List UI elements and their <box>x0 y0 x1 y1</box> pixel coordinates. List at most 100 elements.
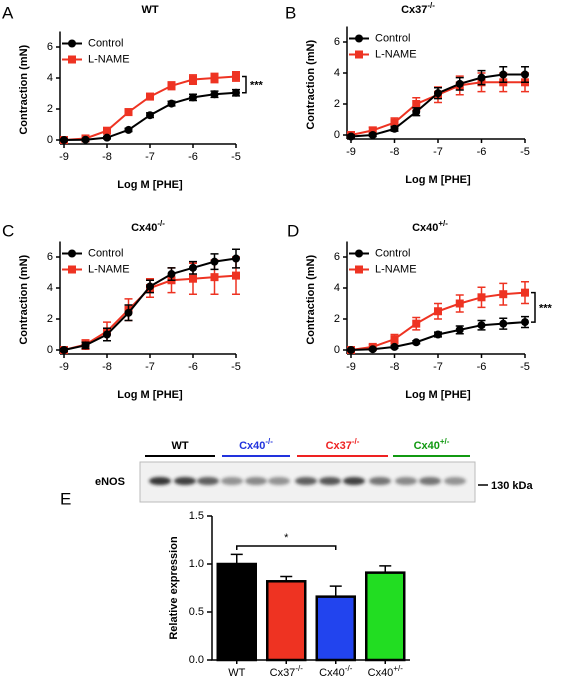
x-tick-label-part: WT <box>228 667 245 679</box>
point <box>521 70 529 79</box>
point <box>81 341 90 350</box>
significance-label: * <box>284 532 289 544</box>
significance-bracket <box>236 545 337 550</box>
blot-group-label-part: -/- <box>265 437 273 446</box>
x-tick-label-part: Cx40 <box>319 667 345 679</box>
x-tick-label: -7 <box>145 361 155 373</box>
chart-title: WT <box>141 4 158 16</box>
point <box>232 88 240 97</box>
point <box>390 118 399 127</box>
point <box>146 111 154 120</box>
x-tick-label: -6 <box>477 146 487 158</box>
point <box>455 79 464 88</box>
legend-marker <box>68 249 76 258</box>
y-axis-label: Contraction (mN) <box>18 45 30 135</box>
blot-band <box>444 477 466 485</box>
y-tick-label: 6 <box>47 251 53 263</box>
legend-label: L-NAME <box>88 53 130 65</box>
point <box>167 99 176 108</box>
point <box>103 330 111 339</box>
panel-letter: D <box>287 221 299 240</box>
chart-title-part: Cx40 <box>412 222 438 234</box>
y-tick-label: 6 <box>47 41 53 53</box>
blot-band <box>245 477 267 485</box>
chart-title-part: -/- <box>427 1 435 10</box>
point <box>167 270 176 279</box>
point <box>521 288 529 297</box>
point <box>347 346 355 354</box>
x-tick-label: -6 <box>188 361 198 373</box>
blot-band <box>174 477 196 485</box>
y-tick-label: 4 <box>47 72 53 84</box>
point <box>434 330 442 339</box>
point <box>390 124 399 133</box>
chart-title-part: +/- <box>438 219 448 228</box>
point <box>210 90 219 99</box>
x-tick-label: -8 <box>390 146 400 158</box>
blot-group-label: Cx40+/- <box>414 437 450 452</box>
x-tick-label-part: Cx37 <box>270 667 296 679</box>
y-tick-label: 0 <box>47 344 53 356</box>
point <box>499 290 508 299</box>
significance-bracket <box>242 75 247 94</box>
point <box>210 273 219 282</box>
x-tick-label-part: +/- <box>393 664 403 673</box>
point <box>210 257 219 266</box>
point <box>146 92 154 101</box>
significance-label: *** <box>250 79 264 91</box>
blot-group-label: Cx40-/- <box>239 437 273 452</box>
point <box>232 254 240 263</box>
point <box>81 135 90 144</box>
point <box>521 318 529 327</box>
blot-band <box>369 477 391 485</box>
blot-band <box>419 477 441 485</box>
y-tick-label: 2 <box>47 103 53 115</box>
y-tick-label: 4 <box>334 67 340 79</box>
point <box>60 346 68 354</box>
x-tick-label: -7 <box>433 361 443 373</box>
point <box>412 100 421 108</box>
series-line <box>350 73 525 138</box>
legend-marker <box>68 55 76 64</box>
point <box>412 319 421 328</box>
chart-title: Cx40+/- <box>412 219 448 234</box>
legend-label: Control <box>375 32 410 44</box>
point <box>189 263 197 272</box>
x-tick-label: Cx40-/- <box>319 664 353 679</box>
panel-letter: B <box>285 3 296 22</box>
legend-marker <box>355 265 363 274</box>
y-tick-label: 1.5 <box>189 510 204 522</box>
point <box>368 126 377 135</box>
blot-band <box>343 477 365 485</box>
y-tick-label: 2 <box>47 313 53 325</box>
y-tick-label: 6 <box>334 36 340 48</box>
blot-group-label-part: -/- <box>352 437 360 446</box>
blot-band <box>197 477 219 485</box>
point <box>477 321 486 330</box>
point <box>390 342 399 351</box>
y-axis-label: Relative expression <box>168 536 180 640</box>
point <box>189 75 197 84</box>
y-tick-label: 2 <box>334 313 340 325</box>
error-bar <box>230 553 243 564</box>
x-tick-label: -5 <box>231 361 241 373</box>
blot-band <box>268 477 290 485</box>
y-axis-label: Contraction (mN) <box>18 255 30 345</box>
point <box>232 271 240 280</box>
blot-band <box>395 477 417 485</box>
y-tick-label: 0.5 <box>189 606 204 618</box>
legend-marker <box>355 249 363 258</box>
point <box>60 136 68 144</box>
x-tick-label: -7 <box>433 146 443 158</box>
blot-group-label: WT <box>171 440 188 452</box>
point <box>412 338 421 347</box>
point <box>124 125 133 134</box>
blot-group-label: Cx37-/- <box>326 437 360 452</box>
significance-bracket <box>531 291 536 323</box>
blot-group-label-part: WT <box>171 440 188 452</box>
legend-label: Control <box>88 247 123 259</box>
point <box>455 325 464 334</box>
point <box>167 81 176 90</box>
point <box>499 70 508 79</box>
x-tick-label-part: Cx40 <box>368 667 394 679</box>
